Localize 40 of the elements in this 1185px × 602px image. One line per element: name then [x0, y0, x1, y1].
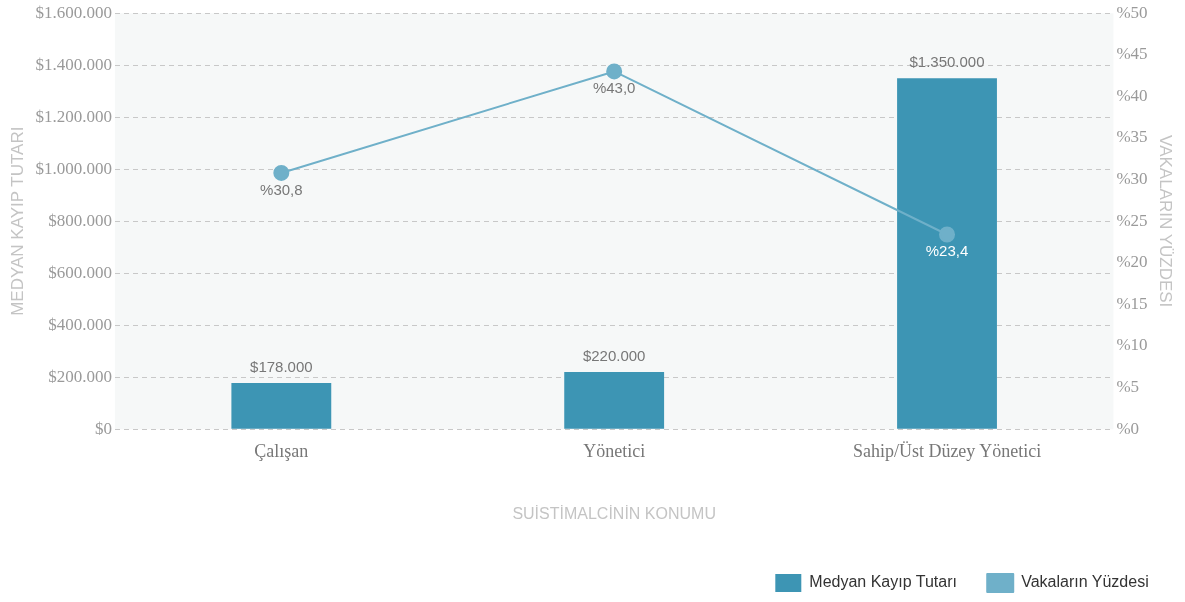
point: [606, 63, 623, 80]
y2-tick-label: %40: [1116, 85, 1148, 105]
y-axis-title: MEDYAN KAYIP TUTARI: [7, 126, 27, 316]
y-tick-label: $1.600.000: [35, 2, 112, 22]
y-tick-label: $800.000: [48, 210, 112, 230]
x-tick-label: Sahip/Üst Düzey Yönetici: [852, 440, 1042, 461]
y-tick-label: $200.000: [48, 366, 112, 386]
y2-tick-label: %10: [1116, 335, 1148, 355]
legend-label: Medyan Kayıp Tutarı: [809, 573, 957, 591]
y-tick-label: $1.200.000: [35, 106, 112, 126]
y-tick-label: $1.000.000: [35, 158, 112, 178]
x-axis-title: SUİSTİMALCİNİN KONUMU: [512, 503, 716, 522]
bar: [564, 372, 665, 429]
y2-tick-label: %35: [1116, 127, 1148, 147]
y-tick-label: $400.000: [48, 314, 112, 334]
x-tick-label: Yönetici: [583, 440, 646, 461]
data-label: $1.350.000: [909, 52, 985, 70]
y-tick-label: $600.000: [48, 262, 112, 282]
y2-tick-label: %5: [1116, 377, 1140, 397]
y2-tick-label: %30: [1116, 169, 1148, 189]
point: [273, 164, 290, 181]
y2-tick-label: %15: [1116, 293, 1148, 313]
data-label: %43,0: [592, 79, 636, 97]
y2-axis-title: VAKALARIN YÜZDESI: [1156, 135, 1176, 308]
data-label: $220.000: [582, 346, 646, 364]
bar: [231, 382, 332, 429]
y2-tick-label: %25: [1116, 210, 1148, 230]
x-tick-label: Çalışan: [254, 440, 309, 461]
y2-tick-label: %0: [1116, 418, 1140, 438]
data-label: %30,8: [260, 180, 303, 198]
y2-tick-label: %50: [1116, 2, 1148, 22]
data-label: %23,4: [925, 242, 969, 260]
y2-tick-label: %45: [1116, 44, 1148, 64]
y-tick-label: $0: [94, 418, 112, 438]
y-tick-label: $1.400.000: [35, 54, 112, 74]
bar: [897, 78, 997, 429]
data-label: $178.000: [250, 357, 313, 375]
legend-label: Vakaların Yüzdesi: [1021, 573, 1149, 591]
point: [939, 226, 956, 243]
y2-tick-label: %20: [1116, 252, 1148, 272]
